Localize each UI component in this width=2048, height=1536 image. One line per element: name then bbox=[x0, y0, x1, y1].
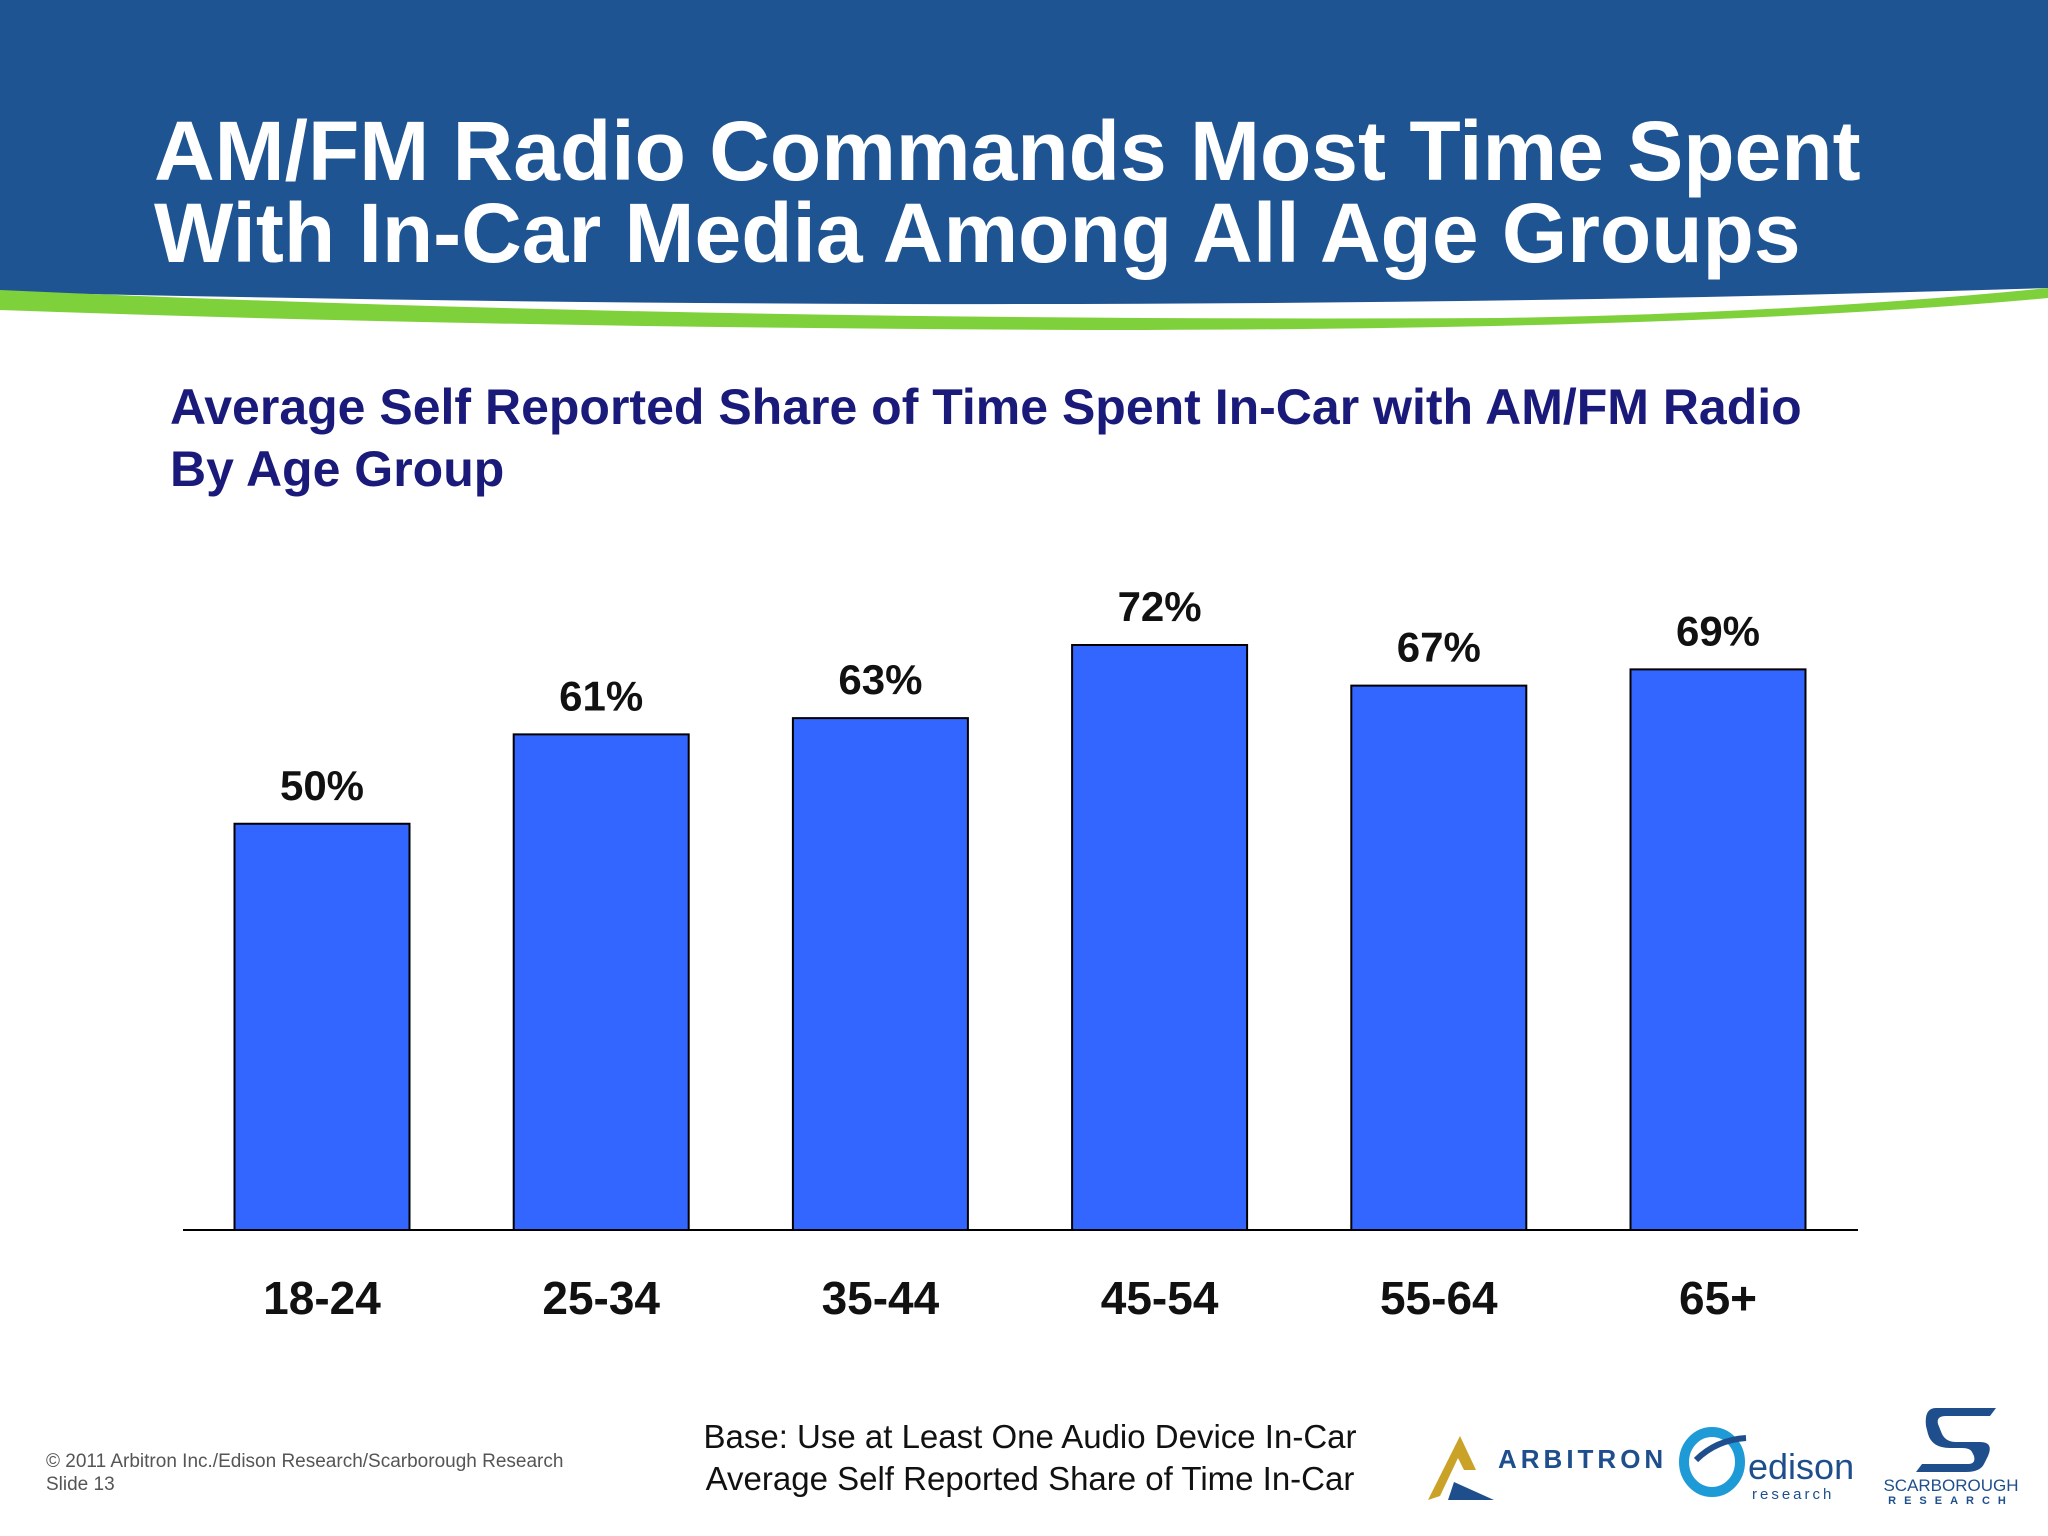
x-tick-label-55-64: 55-64 bbox=[1380, 1272, 1498, 1324]
arbitron-mark-icon bbox=[1428, 1436, 1494, 1500]
bar-35-44 bbox=[791, 717, 969, 1231]
arbitron-logo: ARBITRON bbox=[1424, 1430, 1664, 1506]
chart-title: Average Self Reported Share of Time Spen… bbox=[170, 376, 1970, 500]
slide-title-line-1: AM/FM Radio Commands Most Time Spent bbox=[154, 104, 1861, 198]
base-note: Base: Use at Least One Audio Device In-C… bbox=[660, 1416, 1400, 1500]
chart-title-line-1: Average Self Reported Share of Time Spen… bbox=[170, 379, 1802, 435]
scarborough-logo: SCARBOROUGH RESEARCH bbox=[1876, 1400, 2026, 1510]
edison-wordmark: edison bbox=[1748, 1446, 1855, 1487]
x-tick-label-25-34: 25-34 bbox=[542, 1272, 660, 1324]
edison-subtitle: research bbox=[1752, 1486, 1835, 1503]
edison-mark-icon bbox=[1679, 1427, 1747, 1497]
base-note-line-2: Average Self Reported Share of Time In-C… bbox=[705, 1460, 1355, 1497]
edison-logo: edison research bbox=[1676, 1420, 1856, 1510]
slide-number: Slide 13 bbox=[46, 1474, 115, 1495]
x-tick-label-18-24: 18-24 bbox=[263, 1272, 381, 1324]
slide-title-line-2: With In-Car Media Among All Age Groups bbox=[154, 186, 1801, 280]
bar-18-24 bbox=[233, 822, 411, 1231]
footer-credits: © 2011 Arbitron Inc./Edison Research/Sca… bbox=[46, 1450, 563, 1496]
header-background bbox=[0, 0, 2048, 305]
scarborough-subtitle: RESEARCH bbox=[1888, 1495, 2014, 1507]
header-accent-swoosh bbox=[0, 288, 2048, 330]
x-tick-label-45-54: 45-54 bbox=[1101, 1272, 1219, 1324]
slide-title: AM/FM Radio Commands Most Time Spent Wit… bbox=[154, 104, 1954, 280]
x-tick-label-35-44: 35-44 bbox=[822, 1272, 940, 1324]
data-label-18-24: 50% bbox=[280, 762, 364, 809]
bar-55-64 bbox=[1350, 684, 1528, 1231]
header-band bbox=[0, 0, 2048, 330]
bar-65+ bbox=[1629, 668, 1807, 1231]
data-label-35-44: 63% bbox=[838, 656, 922, 703]
data-label-55-64: 67% bbox=[1397, 624, 1481, 671]
data-label-25-34: 61% bbox=[559, 672, 643, 719]
x-tick-label-65+: 65+ bbox=[1679, 1272, 1757, 1324]
chart-title-line-2: By Age Group bbox=[170, 441, 505, 497]
bar-25-34 bbox=[512, 733, 690, 1231]
scarborough-wordmark: SCARBOROUGH bbox=[1883, 1476, 2019, 1495]
data-label-65+: 69% bbox=[1676, 607, 1760, 654]
data-label-45-54: 72% bbox=[1118, 583, 1202, 630]
bar-45-54 bbox=[1071, 644, 1249, 1231]
copyright-text: © 2011 Arbitron Inc./Edison Research/Sca… bbox=[46, 1451, 564, 1472]
scarborough-mark-icon bbox=[1916, 1408, 1996, 1472]
arbitron-wordmark: ARBITRON bbox=[1498, 1444, 1668, 1474]
base-note-line-1: Base: Use at Least One Audio Device In-C… bbox=[703, 1418, 1357, 1455]
bar-chart: 50% 18-24 61% 25-34 63% 35-44 72% 45-54 67% 55-64… bbox=[183, 583, 1858, 1324]
